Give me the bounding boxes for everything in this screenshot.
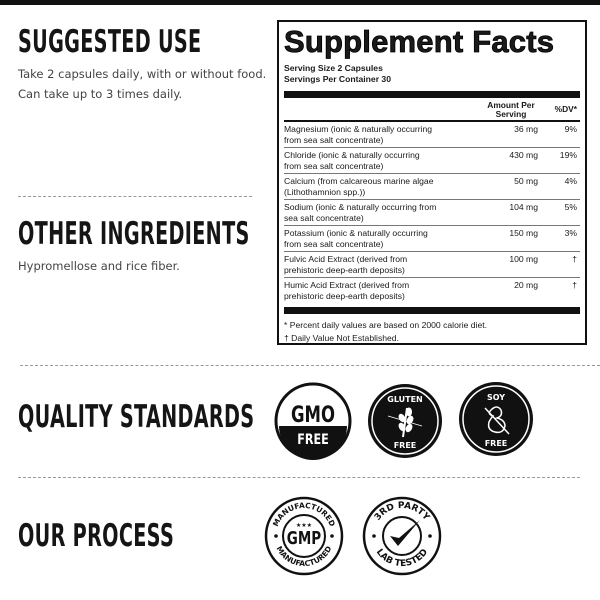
nutrient-name: Potassium (ionic & naturally occurring f… (284, 228, 428, 249)
stars-icon: ★★★ (296, 522, 312, 529)
gmo-text: GMO (291, 402, 335, 428)
nutrient-row: Calcium (from calcareous marine algae (L… (284, 174, 580, 200)
nutrient-dv: 4% (564, 176, 577, 186)
footnote-percent: * Percent daily values are based on 2000… (284, 320, 488, 330)
nutrient-name: Magnesium (ionic & naturally occurring f… (284, 124, 433, 145)
gmp-text: GMP (287, 527, 321, 548)
suggested-use-heading: SUGGESTED USE (18, 24, 202, 60)
thick-rule (284, 307, 580, 314)
other-ingredients-heading: OTHER INGREDIENTS (18, 216, 250, 252)
suggested-use-text: Take 2 capsules daily, with or without f… (18, 67, 267, 101)
nutrient-name: Chloride (ionic & naturally occurring fr… (284, 150, 420, 171)
footnote-dagger: † Daily Value Not Established. (284, 332, 399, 343)
facts-header-row: Amount Per Serving %DV* (284, 98, 580, 122)
supplement-facts-panel: Supplement Facts Serving Size 2 Capsules… (277, 20, 587, 345)
serving-size: Serving Size 2 Capsules (284, 63, 383, 73)
soy-free-badge: SOY FREE (459, 382, 533, 456)
dv-column-header: %DV* (554, 104, 577, 114)
gluten-text: GLUTEN (387, 395, 423, 404)
divider (20, 365, 600, 366)
nutrient-dv: 19% (559, 150, 577, 160)
lab-tested-badge: 3RD PARTY LAB TESTED (362, 496, 442, 576)
thick-rule (284, 91, 580, 98)
nutrient-name: Calcium (from calcareous marine algae (L… (284, 176, 434, 197)
top-bar (0, 0, 600, 5)
nutrient-amount: 150 mg (509, 228, 538, 238)
gluten-free-text: FREE (394, 441, 417, 450)
nutrient-name: Sodium (ionic & naturally occurring from… (284, 202, 437, 223)
nutrient-amount: 36 mg (514, 124, 538, 134)
nutrient-amount: 430 mg (509, 150, 538, 160)
nutrient-amount: 100 mg (509, 254, 538, 264)
soy-text: SOY (487, 393, 505, 402)
other-ingredients-text: Hypromellose and rice fiber. (18, 259, 180, 273)
nutrient-dv: 5% (564, 202, 577, 212)
nutrient-amount: 50 mg (514, 176, 538, 186)
gmo-free-text: FREE (297, 431, 329, 448)
wheat-icon (387, 407, 423, 438)
gluten-free-badge: GLUTEN FREE (368, 384, 442, 458)
nutrient-dv: 3% (564, 228, 577, 238)
soy-free-text: FREE (485, 439, 508, 448)
nutrient-name: Fulvic Acid Extract (derived from prehis… (284, 254, 408, 275)
nutrient-row: Fulvic Acid Extract (derived from prehis… (284, 252, 580, 278)
checkmark-icon (390, 520, 420, 546)
nutrient-row: Humic Acid Extract (derived from prehist… (284, 278, 580, 304)
quality-standards-heading: QUALITY STANDARDS (18, 399, 255, 435)
divider (18, 477, 580, 478)
our-process-heading: OUR PROCESS (18, 518, 175, 554)
gmo-free-badge: GMO FREE (274, 382, 352, 460)
divider (18, 196, 252, 197)
nutrient-row: Potassium (ionic & naturally occurring f… (284, 226, 580, 252)
nutrient-amount: 104 mg (509, 202, 538, 212)
nutrient-dv: † (572, 254, 577, 264)
servings-per-container: Servings Per Container 30 (284, 74, 391, 84)
gmp-badge: MANUFACTURED MANUFACTURED GMP ★★★ (264, 496, 344, 576)
nutrient-amount: 20 mg (514, 280, 538, 290)
nutrient-row: Sodium (ionic & naturally occurring from… (284, 200, 580, 226)
nutrient-name: Humic Acid Extract (derived from prehist… (284, 280, 410, 301)
nutrient-dv: 9% (564, 124, 577, 134)
nutrient-row: Magnesium (ionic & naturally occurring f… (284, 122, 580, 148)
nutrient-row: Chloride (ionic & naturally occurring fr… (284, 148, 580, 174)
amount-column-header: Amount Per Serving (487, 100, 535, 119)
nutrient-dv: † (572, 280, 577, 290)
supplement-facts-title: Supplement Facts (284, 24, 555, 59)
soybean-icon (484, 406, 510, 435)
